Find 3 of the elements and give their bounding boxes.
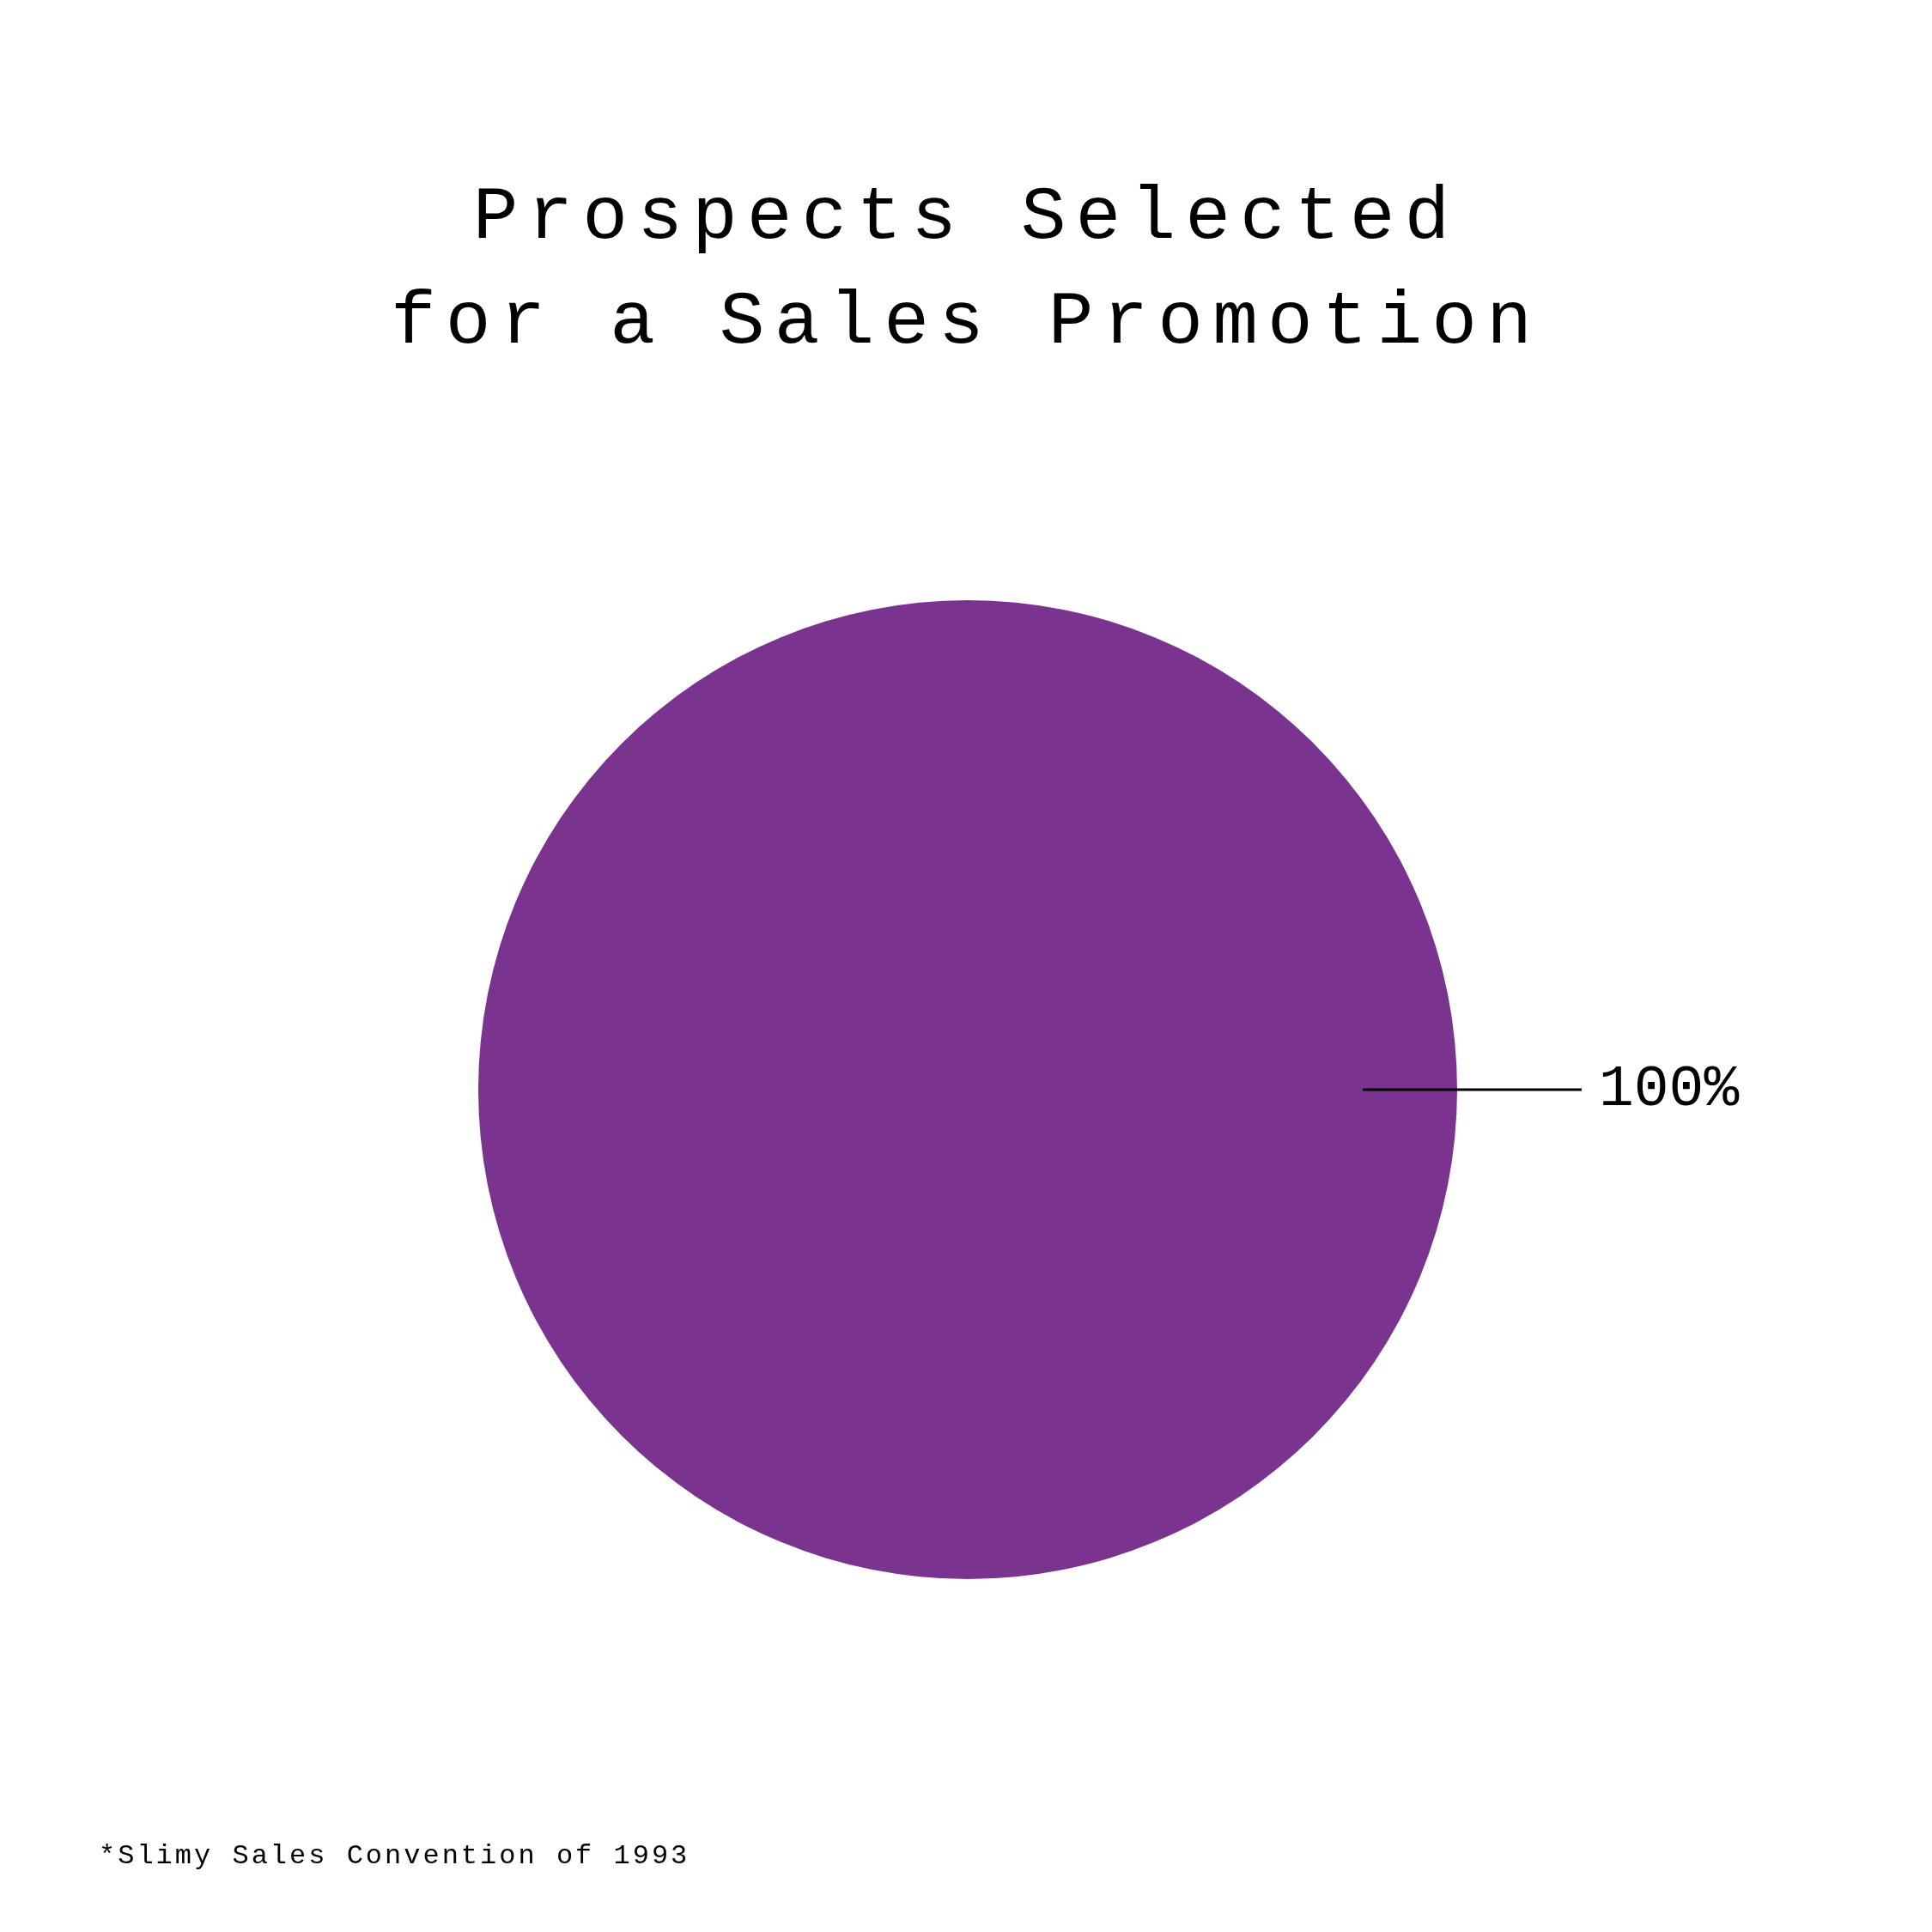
- data-label: 100%: [1599, 1056, 1740, 1122]
- chart-title: Prospects Selected for a Sales Promotion: [390, 174, 1542, 367]
- text: *Slimy Sales Convention of 1993: [99, 1840, 690, 1872]
